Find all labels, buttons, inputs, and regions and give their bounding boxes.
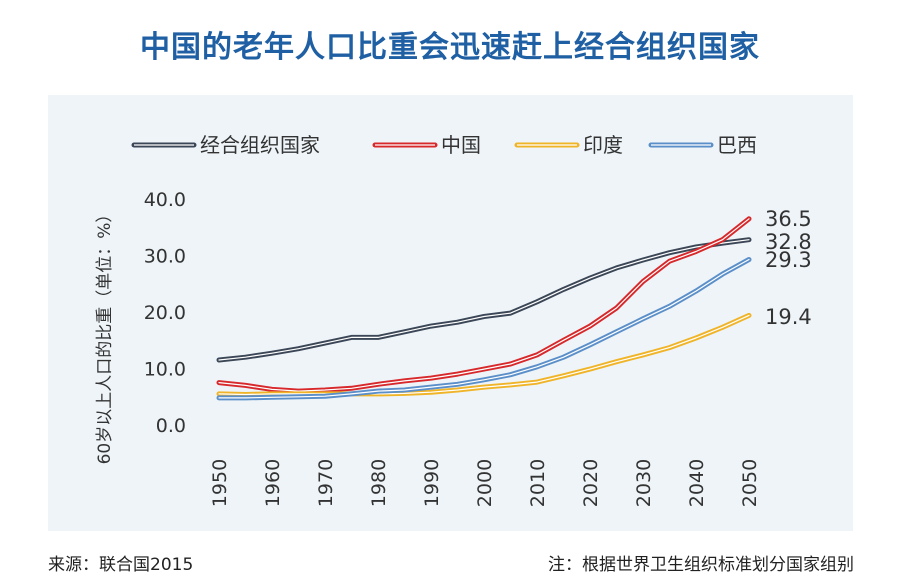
y-tick-label: 30.0 bbox=[144, 246, 186, 268]
chart-title: 中国的老年人口比重会迅速赶上经合组织国家 bbox=[140, 30, 760, 65]
series-lines bbox=[216, 216, 752, 401]
x-tick-label: 2030 bbox=[633, 459, 655, 507]
series-line bbox=[216, 257, 752, 401]
x-tick-label: 1980 bbox=[368, 459, 390, 507]
legend-label: 中国 bbox=[441, 133, 481, 157]
x-tick-label: 1960 bbox=[262, 459, 284, 507]
y-tick-label: 20.0 bbox=[144, 302, 186, 324]
y-tick-label: 0.0 bbox=[156, 415, 186, 437]
series-line-highlight bbox=[218, 239, 750, 361]
x-tick-label: 2040 bbox=[686, 459, 708, 507]
x-tick-label: 1950 bbox=[209, 459, 231, 507]
legend: 经合组织国家 中国 印度 巴西 bbox=[131, 133, 757, 157]
series-end-label: 19.4 bbox=[765, 305, 812, 329]
y-tick-label: 10.0 bbox=[144, 359, 186, 381]
series-line-highlight bbox=[218, 314, 750, 396]
line-chart: 经合组织国家 中国 印度 巴西 0.0 10.0 20.0 30.0 40.0 1950 196… bbox=[95, 133, 812, 507]
x-tick-label: 2000 bbox=[474, 459, 496, 507]
series-line bbox=[216, 237, 752, 363]
series-line-highlight bbox=[218, 258, 750, 399]
x-tick-label: 2020 bbox=[580, 459, 602, 507]
legend-label: 巴西 bbox=[717, 133, 757, 157]
y-tick-label: 40.0 bbox=[144, 189, 186, 211]
series-end-label: 32.8 bbox=[765, 230, 812, 254]
x-tick-label: 1970 bbox=[315, 459, 337, 507]
source-note: 来源：联合国2015 bbox=[48, 555, 194, 575]
chart-panel: 经合组织国家 中国 印度 巴西 0.0 10.0 20.0 30.0 40.0 1950 196… bbox=[48, 95, 853, 531]
legend-label: 经合组织国家 bbox=[200, 133, 320, 157]
x-tick-label: 1990 bbox=[421, 459, 443, 507]
y-axis: 0.0 10.0 20.0 30.0 40.0 bbox=[144, 189, 186, 437]
classification-note: 注：根据世界卫生组织标准划分国家组别 bbox=[548, 555, 854, 575]
legend-label: 印度 bbox=[583, 133, 623, 157]
series-line-highlight bbox=[218, 218, 750, 392]
x-tick-label: 2010 bbox=[527, 459, 549, 507]
series-line bbox=[216, 312, 752, 397]
x-tick-label: 2050 bbox=[739, 459, 761, 507]
y-axis-label: 60岁以上人口的比重（单位：%） bbox=[95, 206, 115, 465]
series-end-label: 36.5 bbox=[765, 207, 812, 231]
series-end-label: 29.3 bbox=[765, 248, 812, 272]
x-axis: 1950 1960 1970 1980 1990 2000 2010 2020 2030 2040… bbox=[209, 459, 761, 507]
end-labels: 32.836.5 19.4 29.3 bbox=[765, 207, 812, 329]
